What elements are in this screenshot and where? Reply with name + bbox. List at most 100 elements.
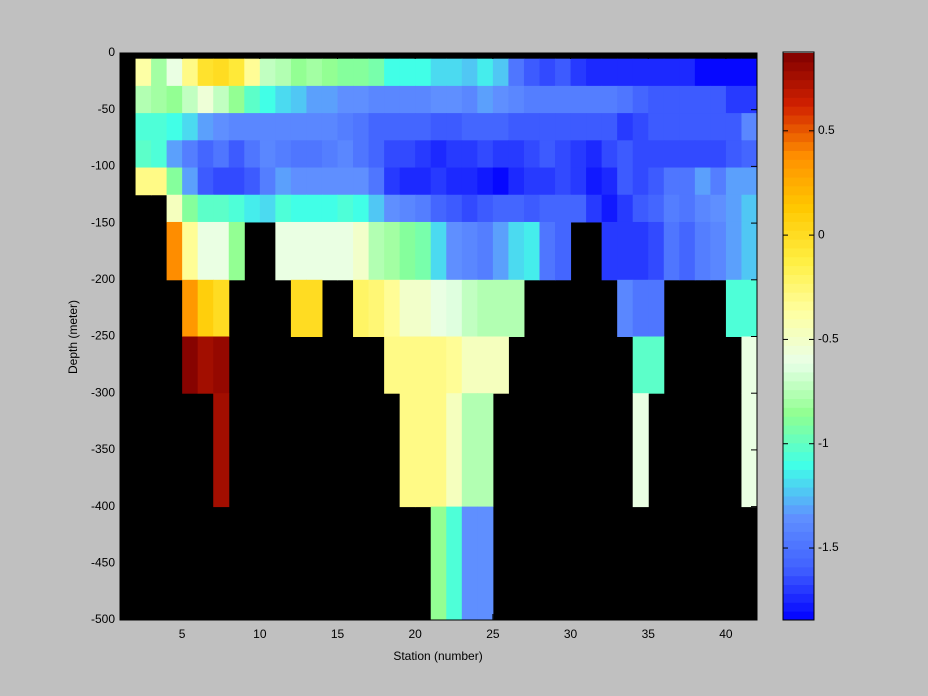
- heat-cell: [430, 221, 447, 281]
- heat-cell: [492, 336, 509, 394]
- heat-cell: [384, 221, 401, 281]
- y-tick-label: -50: [98, 102, 116, 116]
- heat-cell: [539, 58, 556, 87]
- x-tick-label: 20: [409, 627, 423, 641]
- colorbar-swatch: [783, 460, 814, 470]
- heat-cell: [617, 113, 634, 141]
- heat-cell: [663, 85, 680, 114]
- heat-cell: [384, 194, 401, 223]
- heat-cell: [710, 194, 727, 223]
- colorbar-swatch: [783, 336, 814, 346]
- heat-cell: [617, 221, 634, 281]
- heat-cell: [539, 167, 556, 196]
- colorbar-swatch: [783, 53, 814, 63]
- heat-cell: [321, 140, 339, 169]
- heat-cell: [430, 140, 447, 169]
- heat-cell: [741, 279, 758, 337]
- heat-cell: [648, 221, 665, 281]
- x-tick-label: 35: [642, 627, 656, 641]
- x-axis-label: Station (number): [393, 649, 482, 663]
- heat-cell: [632, 167, 649, 196]
- heat-cell: [321, 167, 339, 196]
- heat-cell: [244, 194, 261, 223]
- heat-cell: [648, 194, 665, 223]
- heat-cell: [710, 85, 727, 114]
- heat-cell: [492, 85, 509, 114]
- heat-cell: [290, 85, 307, 114]
- colorbar-swatch: [783, 416, 814, 426]
- heat-cell: [632, 140, 649, 169]
- heat-cell: [182, 194, 199, 223]
- heat-cell: [555, 113, 572, 141]
- heat-cell: [321, 221, 339, 281]
- heat-cell: [430, 279, 447, 337]
- colorbar-swatch: [783, 566, 814, 577]
- heat-cell: [741, 113, 758, 141]
- heat-cell: [384, 167, 401, 196]
- heat-cell: [182, 58, 199, 87]
- heat-cell: [523, 167, 540, 196]
- heat-cell: [648, 279, 665, 337]
- x-tick-label: 5: [179, 627, 186, 641]
- colorbar-swatch: [783, 513, 814, 524]
- colorbar-tick-label: -0.5: [818, 332, 839, 346]
- heat-cell: [477, 279, 494, 337]
- heat-cell: [399, 113, 416, 141]
- colorbar-swatch: [783, 185, 814, 196]
- heat-cell: [508, 113, 525, 141]
- heat-cell: [430, 194, 447, 223]
- heat-cell: [228, 58, 245, 87]
- heat-cell: [523, 221, 540, 281]
- heat-cell: [275, 167, 292, 196]
- heat-cell: [213, 336, 230, 394]
- heat-cell: [679, 194, 696, 223]
- colorbar-swatch: [783, 265, 814, 275]
- heat-cell: [197, 85, 214, 114]
- heat-cell: [368, 140, 385, 169]
- heat-cell: [399, 279, 416, 337]
- heat-cell: [151, 58, 168, 87]
- heat-cell: [259, 113, 276, 141]
- colorbar-swatch: [783, 88, 814, 98]
- heat-cell: [368, 85, 385, 114]
- heat-cell: [632, 336, 649, 394]
- colorbar-swatch: [783, 504, 814, 515]
- colorbar-swatch: [783, 292, 814, 302]
- y-tick-label: -400: [91, 499, 115, 513]
- colorbar-swatch: [783, 371, 814, 382]
- heat-cell: [461, 167, 478, 196]
- heat-cell: [244, 85, 261, 114]
- colorbar-swatch: [783, 327, 814, 337]
- colorbar-swatch: [783, 247, 814, 258]
- heat-cell: [461, 336, 478, 394]
- heat-cell: [306, 279, 323, 337]
- heat-cell: [135, 85, 152, 114]
- heat-cell: [555, 85, 572, 114]
- colorbar-swatch: [783, 389, 814, 400]
- heat-cell: [415, 393, 432, 508]
- colorbar-swatch: [783, 123, 814, 134]
- heat-cell: [679, 167, 696, 196]
- heat-cell: [228, 167, 245, 196]
- heat-cell: [586, 58, 603, 87]
- heat-cell: [197, 336, 214, 394]
- heat-cell: [446, 506, 463, 621]
- heat-cell: [244, 167, 261, 196]
- heat-cell: [632, 113, 649, 141]
- heat-cell: [663, 113, 680, 141]
- heat-cell: [492, 167, 509, 196]
- heat-cell: [601, 113, 618, 141]
- heat-cell: [166, 113, 183, 141]
- heat-cell: [710, 221, 727, 281]
- y-tick-label: -200: [91, 272, 115, 286]
- heat-cell: [353, 167, 370, 196]
- heat-cell: [663, 221, 680, 281]
- heat-cell: [492, 140, 509, 169]
- colorbar-swatch: [783, 159, 814, 169]
- colorbar-swatch: [783, 70, 814, 81]
- heat-cell: [663, 167, 680, 196]
- heat-cell: [197, 279, 214, 337]
- heat-cell: [399, 336, 416, 394]
